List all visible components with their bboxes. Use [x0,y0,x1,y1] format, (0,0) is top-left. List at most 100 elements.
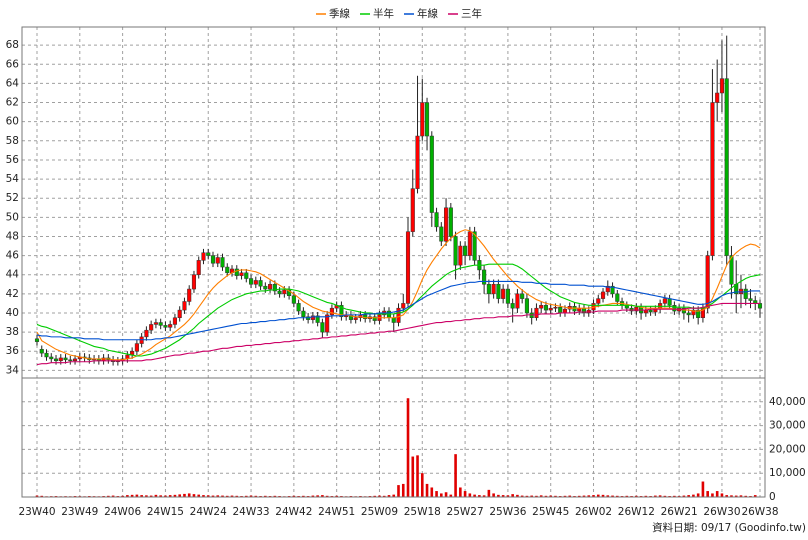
candle-body [168,324,173,328]
candle-body [505,288,510,304]
candle-body [615,293,620,302]
volume-bar [706,491,709,497]
candle-body [710,102,715,256]
volume-bar [382,495,386,497]
candle-body [534,307,539,318]
candle-body [501,288,506,299]
candle-body [239,272,244,276]
y2-tick-label: 10,000 [769,467,806,479]
volume-bar [625,495,629,497]
candle-body [558,306,563,314]
volume-bar [739,495,743,497]
y-tick-label: 58 [6,135,19,147]
candle-body [696,309,701,318]
volume-bar [164,495,167,497]
volume-bar [444,492,448,497]
candle-body [410,188,415,232]
candle-body [234,268,239,276]
y-tick-label: 68 [6,39,19,51]
candle-body [434,212,439,228]
volume-bar [725,495,729,497]
candle-body [444,207,449,242]
candle-body [463,245,468,256]
candle-body [258,280,263,287]
candle-body [206,252,211,256]
candle-body [496,284,501,299]
y-tick-label: 46 [6,250,20,262]
y-tick-label: 34 [6,364,20,376]
candle-body [44,352,49,358]
candle-body [667,298,672,306]
grid [22,27,765,498]
y-tick-label: 64 [6,77,20,89]
candle-body [149,324,154,331]
ma-line [36,229,761,361]
candle-body [325,314,330,333]
candle-body [49,356,54,360]
candle-body [634,306,639,312]
volume-bar [473,494,476,497]
volume-bar [616,495,619,497]
volume-bar [459,487,462,497]
legend-label: 年線 [417,7,438,20]
volume-bar [511,494,514,497]
candle-body [182,301,187,311]
volume-bar [692,494,695,497]
volume-bar [582,495,586,497]
footer: 資料日期: 09/17 (Goodinfo.tw) [652,521,806,534]
candle-body [177,309,182,318]
volume-bar [249,495,253,497]
x-tick-label: 24W33 [232,506,269,518]
candle-body [144,329,149,338]
volume-bar [216,495,220,497]
volume-bar [530,495,533,497]
candle-body [543,305,549,311]
x-tick-label: 26W30 [703,506,740,518]
y2-tick-label: 0 [769,491,776,503]
candle-body [220,257,225,268]
x-tick-label: 23W40 [18,506,55,518]
candle-body [672,305,677,312]
candle-body [662,298,667,304]
y-tick-label: 56 [6,154,20,166]
volume-bar [506,495,510,497]
volume-bar [244,495,248,497]
candle-body [600,291,606,299]
volume-bar [168,495,172,497]
volume-bar [221,495,224,497]
candle-body [458,245,463,266]
volume-bar [658,495,662,497]
candle-body [134,343,139,352]
volume-bar [478,495,481,497]
y-tick-label: 36 [6,345,20,357]
volume-bar [397,485,400,497]
candle-body [596,298,601,304]
candle-body [610,285,615,295]
volume-bar [644,495,648,497]
candle-body [415,135,420,189]
volume-bar [173,494,177,497]
candle-body [63,357,68,361]
volume-bar [206,495,210,497]
candle-body [187,288,192,302]
candle-body [424,102,430,137]
volume-bar [149,495,153,497]
candle-body [268,284,273,290]
x-tick-label: 26W02 [575,506,612,518]
x-tick-label: 24W42 [275,506,312,518]
volume-bar [673,495,676,497]
candle-body [729,255,734,285]
volume-bar [492,493,495,497]
candle-body [191,274,197,290]
volume-bar [654,495,657,497]
volume-bar [107,495,110,497]
volume-bar [302,495,305,497]
volume-bar [734,495,738,497]
candle-body [429,135,434,213]
volume-bar [254,495,258,497]
candle-body [172,317,177,325]
candle-body [420,102,425,137]
volume-bar [273,495,277,497]
volume-bar [568,495,572,497]
